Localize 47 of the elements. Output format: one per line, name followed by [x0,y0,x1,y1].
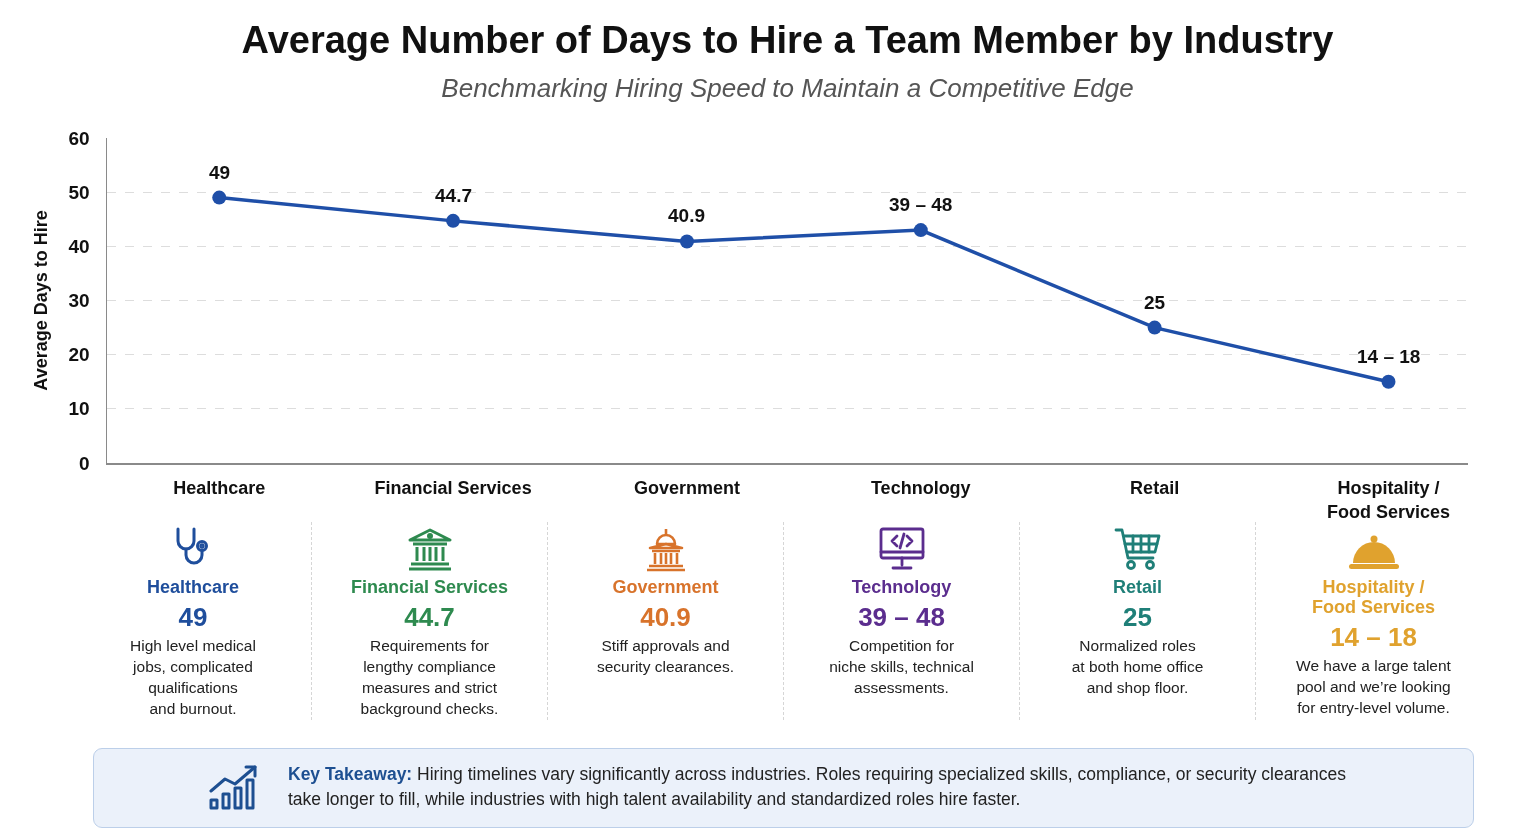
text: 44.7 [403,602,456,632]
y-axis-title: Average Days to Hire [31,210,52,391]
text: 39 – 48 [857,602,946,632]
category-label: Retail [1112,577,1163,597]
y-tick-label: 10 [68,398,90,420]
text: Normalized roles at both home office and shop floor. [1070,636,1205,698]
data-label: 44.7 [435,185,472,206]
x-tick-label: Financial Services [374,478,532,499]
text: 25 [1122,602,1153,632]
category-label: Government [611,577,720,597]
chart-title: Average Number of Days to Hire a Team Member by Industry [240,18,1335,63]
annotation: 39 – 48 [889,194,953,215]
point [1381,374,1396,389]
category-label: Hospitality / Food Services [1310,577,1436,617]
text: We have a large talent pool and we’re looking for entry-level volume. [1295,656,1452,718]
text: Key Takeaway: [288,764,413,784]
y-tick-label: 30 [68,290,90,312]
x-tick-label: Healthcare [173,478,266,499]
x-tick-label: Government [633,478,740,499]
point [913,223,928,238]
data-label: 25 [1144,292,1166,313]
chart-subtitle: Benchmarking Hiring Speed to Maintain a Competitive Edge [440,72,1135,104]
text: Stiff approvals and security clearances. [596,636,735,677]
text: 14 – 18 [1329,622,1418,652]
text: 49 [177,602,209,632]
text: 40.9 [639,602,692,632]
y-tick-label: 60 [68,127,90,149]
x-tick-label: Hospitality / Food Services [1326,478,1451,522]
x-tick-label: Technology [870,478,971,499]
annotation: 14 – 18 [1357,346,1421,367]
y-tick-label: 40 [68,235,90,257]
category-label: Financial Services [349,577,510,597]
data-label: 40.9 [668,205,705,226]
category-label: Healthcare [145,577,241,597]
y-tick-label: 20 [68,344,90,366]
point [446,213,461,228]
y-tick-label: 0 [79,452,90,474]
point [679,234,694,249]
y-tick-label: 50 [68,181,90,203]
text: High level medical jobs, complicated qualifications and burnout. [129,636,257,719]
point [1147,320,1162,335]
point [212,190,227,205]
text: Competition for niche skills, technical assessments. [828,636,975,698]
text: Requirements for lengthy compliance measures and strict background checks. [359,636,500,719]
category-label: Technology [850,577,953,597]
x-tick-label: Retail [1130,478,1180,499]
data-label: 49 [209,162,231,183]
